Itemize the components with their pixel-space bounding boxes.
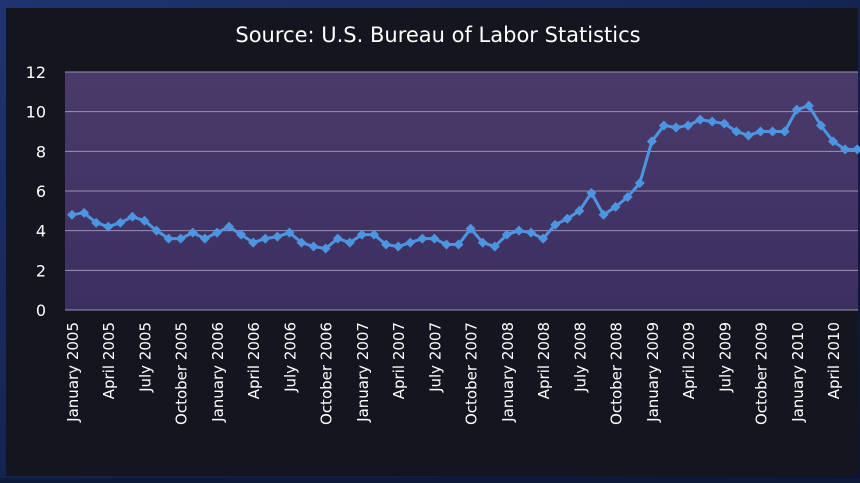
marker bbox=[284, 227, 295, 238]
marker bbox=[79, 207, 90, 218]
marker bbox=[103, 221, 114, 232]
marker bbox=[344, 237, 355, 248]
marker bbox=[320, 243, 331, 254]
marker bbox=[381, 239, 392, 250]
marker bbox=[369, 229, 379, 240]
x-tick-label: January 2008 bbox=[499, 322, 517, 423]
marker bbox=[356, 229, 367, 240]
marker bbox=[175, 233, 186, 244]
marker bbox=[634, 178, 645, 189]
marker bbox=[441, 239, 452, 250]
x-tick-label: October 2006 bbox=[318, 322, 336, 425]
marker bbox=[127, 211, 138, 222]
marker bbox=[199, 233, 210, 244]
chart-title: Source: U.S. Bureau of Labor Statistics bbox=[235, 23, 640, 47]
marker bbox=[755, 126, 766, 137]
y-tick-label: 2 bbox=[36, 261, 46, 280]
marker bbox=[501, 229, 512, 240]
x-tick-label: April 2006 bbox=[245, 322, 263, 399]
marker bbox=[211, 227, 222, 238]
y-tick-label: 8 bbox=[36, 142, 46, 161]
marker bbox=[646, 136, 657, 147]
x-tick-label: April 2010 bbox=[825, 322, 843, 399]
y-tick-label: 12 bbox=[26, 63, 46, 82]
x-tick-label: July 2009 bbox=[716, 322, 734, 393]
marker bbox=[550, 219, 561, 230]
y-tick-label: 6 bbox=[36, 182, 46, 201]
marker bbox=[489, 241, 500, 252]
marker bbox=[236, 229, 247, 240]
x-tick-label: July 2007 bbox=[426, 322, 444, 393]
marker bbox=[260, 233, 271, 244]
marker bbox=[526, 227, 537, 238]
x-tick-label: January 2009 bbox=[644, 322, 662, 423]
marker bbox=[115, 217, 126, 228]
marker bbox=[815, 120, 826, 131]
x-tick-label: January 2005 bbox=[64, 322, 82, 423]
marker bbox=[272, 231, 283, 242]
y-tick-label: 4 bbox=[36, 222, 46, 241]
marker bbox=[151, 225, 162, 236]
marker bbox=[828, 136, 839, 147]
marker bbox=[139, 215, 150, 226]
marker bbox=[610, 201, 621, 212]
marker bbox=[803, 100, 814, 111]
marker bbox=[840, 144, 851, 155]
x-tick-label: July 2008 bbox=[571, 322, 589, 393]
marker bbox=[296, 237, 307, 248]
marker bbox=[671, 122, 681, 133]
x-tick-label: July 2005 bbox=[136, 322, 154, 393]
marker bbox=[67, 209, 77, 220]
x-tick-label: January 2006 bbox=[209, 322, 227, 423]
marker bbox=[417, 233, 428, 244]
marker bbox=[453, 239, 464, 250]
x-tick-label: April 2009 bbox=[680, 322, 698, 399]
marker bbox=[405, 237, 416, 248]
x-tick-label: October 2009 bbox=[753, 322, 771, 425]
marker bbox=[308, 241, 319, 252]
marker bbox=[731, 126, 742, 137]
y-tick-label: 0 bbox=[36, 301, 46, 320]
marker bbox=[513, 225, 524, 236]
marker bbox=[622, 191, 633, 202]
marker bbox=[695, 114, 706, 125]
marker bbox=[791, 104, 802, 115]
marker bbox=[852, 144, 860, 155]
marker bbox=[586, 187, 597, 198]
x-tick-label: October 2007 bbox=[463, 322, 481, 425]
marker bbox=[477, 237, 488, 248]
marker bbox=[767, 126, 778, 137]
marker bbox=[574, 205, 585, 216]
marker bbox=[163, 233, 174, 244]
marker bbox=[393, 241, 404, 252]
x-tick-label: October 2008 bbox=[608, 322, 626, 425]
x-tick-label: October 2005 bbox=[173, 322, 191, 425]
marker bbox=[743, 130, 754, 141]
marker bbox=[538, 233, 549, 244]
marker bbox=[658, 120, 669, 131]
x-tick-label: July 2006 bbox=[281, 322, 299, 393]
marker bbox=[429, 233, 440, 244]
marker bbox=[187, 227, 198, 238]
marker bbox=[779, 126, 790, 137]
marker bbox=[248, 237, 259, 248]
x-tick-label: January 2010 bbox=[789, 322, 807, 423]
x-tick-label: April 2008 bbox=[535, 322, 553, 399]
marker bbox=[562, 213, 573, 224]
x-tick-label: April 2007 bbox=[390, 322, 408, 399]
marker bbox=[91, 217, 102, 228]
marker bbox=[707, 116, 718, 127]
marker bbox=[719, 118, 730, 129]
marker bbox=[598, 209, 609, 220]
marker bbox=[224, 221, 235, 232]
marker bbox=[683, 120, 694, 131]
y-tick-label: 10 bbox=[26, 103, 46, 122]
x-tick-label: January 2007 bbox=[354, 322, 372, 423]
marker bbox=[332, 233, 343, 244]
x-tick-label: April 2005 bbox=[100, 322, 118, 399]
marker bbox=[465, 223, 476, 234]
